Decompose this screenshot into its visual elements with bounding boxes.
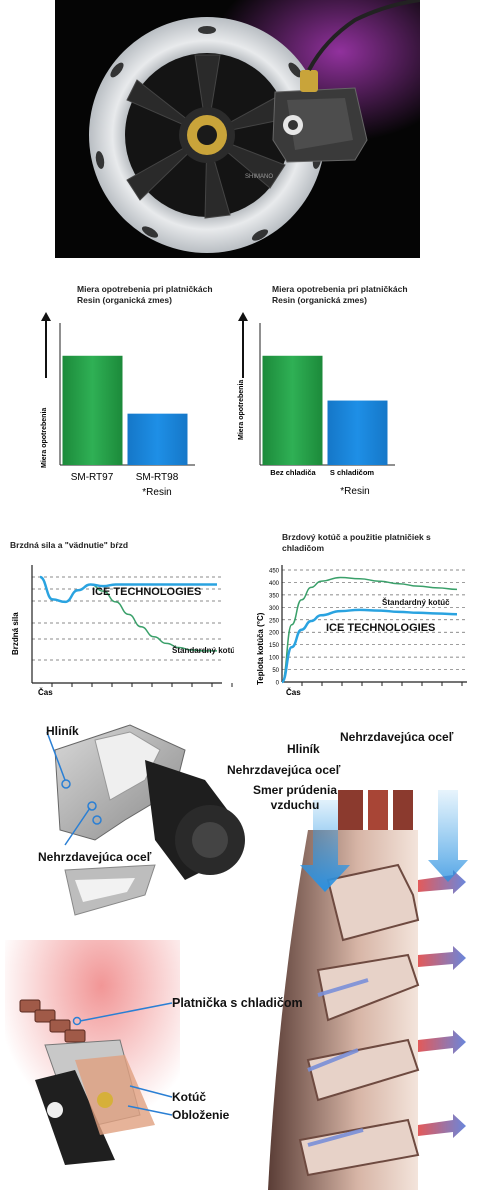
y-tick-label: 300 [269, 606, 280, 612]
rotor-label: SHIMANO [245, 174, 273, 180]
bar-green [62, 355, 123, 465]
y-axis-label: Teplota kotúča (°C) [256, 612, 265, 685]
leader-lines [72, 1002, 173, 1116]
label-steel-left: Nehrzdavejúca oceľ [38, 850, 152, 864]
y-tick-label: 450 [269, 569, 280, 575]
label-steel-top: Nehrzdavejúca oceľ [340, 730, 454, 744]
legend-ice: ICE TECHNOLOGIES [92, 586, 201, 598]
label-rotor: Kotúč [172, 1090, 206, 1104]
product-photo: SHIMANO [55, 0, 420, 258]
x-tick-label: Bez chladiča [270, 468, 316, 477]
label-airflow: Smer prúdenia vzduchu [252, 783, 338, 812]
y-tick-label: 50 [272, 668, 279, 674]
y-axis-label: Brzdná sila [11, 612, 20, 655]
y-tick-label: 250 [269, 618, 280, 624]
bar-blue [327, 400, 388, 465]
x-axis-label: Čas [286, 688, 301, 697]
wear-chart-right-title: Miera opotrebenia pri platničkách Resin … [272, 284, 408, 305]
series-line-ice [39, 575, 217, 604]
footnote: *Resin [340, 486, 369, 497]
series-line-ice [280, 608, 458, 684]
label-lining: Obloženie [172, 1108, 230, 1122]
wear-chart-left-title: Miera opotrebenia pri platničkách Resin … [77, 284, 213, 305]
temp-chart-title: Brzdový kotúč a použitie platničiek s ch… [282, 532, 431, 553]
rotor-cutaway-diagram [268, 790, 468, 1190]
y-tick-label: 400 [269, 581, 280, 587]
y-tick-label: 200 [269, 631, 280, 637]
y-tick-label: 350 [269, 593, 280, 599]
arrow-head-icon [41, 312, 51, 321]
caliper [272, 0, 420, 163]
fade-chart-title: Brzdná sila a "vädnutie" bŕzd [10, 540, 129, 550]
y-axis-label: Miera opotrebenia [238, 380, 245, 440]
y-axis-label: Miera opotrebenia [41, 408, 48, 468]
legend-standard: Štandardný kotúč [172, 646, 234, 655]
wear-chart-left: Miera opotrebenia SM-RT97 SM-RT98 *Resin [41, 312, 195, 498]
x-tick-label: S chladičom [330, 468, 375, 477]
cooling-pad-diagram [5, 940, 180, 1170]
x-axis-label: Čas [38, 688, 53, 697]
label-pad: Platnička s chladičom [172, 996, 303, 1010]
y-tick-label: 150 [269, 643, 280, 649]
y-tick-label: 100 [269, 656, 280, 662]
fade-chart: ICE TECHNOLOGIES Štandardný kotúč Brzdná… [11, 565, 234, 697]
brake-rotor-caliper-image: SHIMANO [55, 0, 420, 258]
label-steel-mid: Nehrzdavejúca oceľ [227, 763, 341, 777]
temp-chart: 0 50 100 150 200 250 300 350 400 450 Štandardný k… [256, 565, 467, 697]
footnote: *Resin [142, 487, 171, 498]
arrow-head-icon [238, 312, 248, 321]
x-tick-label: SM-RT97 [71, 472, 114, 483]
legend-ice: ICE TECHNOLOGIES [326, 622, 435, 634]
x-tick-label: SM-RT98 [136, 472, 179, 483]
bar-green [262, 355, 323, 465]
y-tick-label: 0 [276, 681, 280, 687]
wear-chart-right: Miera opotrebenia Bez chladiča S chladič… [238, 312, 395, 497]
legend-standard: Štandardný kotúč [382, 598, 450, 607]
series-line-standard [281, 576, 458, 683]
label-aluminum-right: Hliník [287, 742, 320, 756]
rotor-cross-section-photo [46, 724, 245, 916]
label-aluminum-left: Hliník [46, 724, 79, 738]
bar-blue [127, 413, 188, 465]
